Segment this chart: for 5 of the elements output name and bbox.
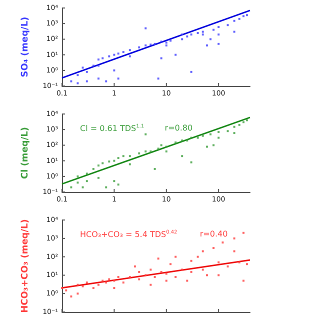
y-axis-title: Cl (meq/L) xyxy=(20,127,30,179)
annotation: r=0.40 xyxy=(200,230,228,238)
y-axis-title: HCO₃+CO₃ (meq/L) xyxy=(20,219,30,313)
annotation: r=0.80 xyxy=(164,124,193,132)
y-axis-title: SO₄ (meq/L) xyxy=(20,16,30,78)
